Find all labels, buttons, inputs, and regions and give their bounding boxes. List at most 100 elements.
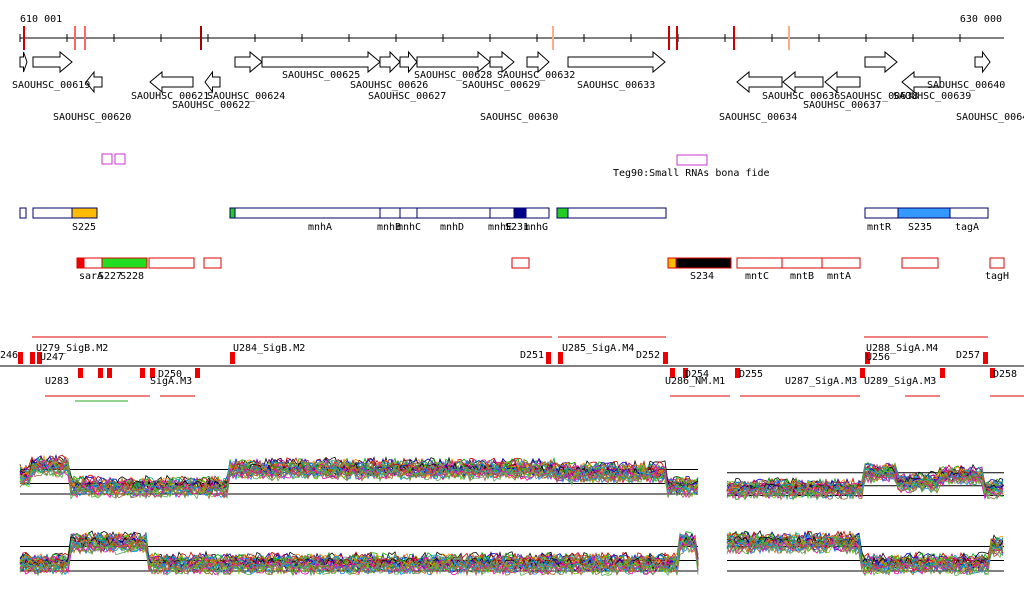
- gene-arrow: [379, 50, 401, 74]
- promoter-label: U285_SigA.M4: [562, 343, 634, 354]
- promoter-mark: [683, 368, 688, 378]
- promoter-mark: [735, 368, 740, 378]
- gene-arrow: [526, 50, 550, 74]
- promoter-mark: [140, 368, 145, 378]
- feature-box: [513, 207, 527, 219]
- gene-label: SAOUHSC_00627: [368, 91, 446, 102]
- promoter-mark: [78, 368, 83, 378]
- promoter-label: 246: [0, 350, 18, 361]
- feature-label: S231: [505, 222, 529, 233]
- feature-box: [556, 207, 569, 219]
- feature-box: [379, 207, 401, 219]
- gene-label: SAOUHSC_00625: [282, 70, 360, 81]
- feature-box: [511, 257, 530, 269]
- feature-box: [897, 207, 951, 219]
- gene-arrow: [824, 70, 861, 94]
- feature-box: [19, 207, 27, 219]
- promoter-mark: [865, 352, 870, 364]
- promoter-label: U284_SigB.M2: [233, 343, 305, 354]
- feature-label: S235: [908, 222, 932, 233]
- feature-label: mntA: [827, 271, 851, 282]
- promoter-mark: [860, 368, 865, 378]
- expr-line: [19, 540, 699, 576]
- promoter-mark: [940, 368, 945, 378]
- gene-arrow: [399, 50, 418, 74]
- promoter-label: D254: [685, 369, 709, 380]
- expr-line: [19, 465, 699, 500]
- promoter-mark: [230, 352, 235, 364]
- feature-box: [821, 257, 861, 269]
- feature-box: [989, 257, 1005, 269]
- promoter-mark: [107, 368, 112, 378]
- feature-box: [229, 207, 381, 219]
- promoter-label: D255: [739, 369, 763, 380]
- feature-box: [83, 257, 103, 269]
- srna-box: [114, 153, 126, 165]
- promoter-label: U283: [45, 376, 69, 387]
- gene-arrow: [782, 70, 824, 94]
- gene-label: SAOUHSC_00637: [803, 100, 881, 111]
- expr-line: [19, 456, 699, 489]
- feature-box: [525, 207, 550, 219]
- feature-label: S228: [120, 271, 144, 282]
- gene-arrow: [489, 50, 515, 74]
- feature-label: S234: [690, 271, 714, 282]
- gene-label: SAOUHSC_00619: [12, 80, 90, 91]
- feature-box: [556, 207, 667, 219]
- srna-box: [101, 153, 113, 165]
- promoter-label: D258: [993, 369, 1017, 380]
- promoter-label: U288_SigA.M4: [866, 343, 938, 354]
- feature-label: S225: [72, 222, 96, 233]
- promoter-mark: [663, 352, 668, 364]
- expr-line: [19, 542, 699, 577]
- promoter-mark: [195, 368, 200, 378]
- gene-label: SAOUHSC_00641: [956, 112, 1024, 123]
- gene-label: SAOUHSC_00633: [577, 80, 655, 91]
- feature-label: mntB: [790, 271, 814, 282]
- gene-arrow: [974, 50, 991, 74]
- promoter-mark: [18, 352, 23, 364]
- promoter-mark: [150, 368, 155, 378]
- gene-arrow: [204, 70, 221, 94]
- feature-label: mntR: [867, 222, 892, 233]
- gene-label: SAOUHSC_00629: [462, 80, 540, 91]
- promoter-mark: [558, 352, 563, 364]
- gene-label: SAOUHSC_00636: [762, 91, 840, 102]
- gene-arrow: [32, 50, 73, 74]
- feature-box: [416, 207, 491, 219]
- promoter-mark: [670, 368, 675, 378]
- feature-box: [76, 257, 85, 269]
- feature-box: [667, 257, 677, 269]
- feature-label: sarA: [79, 271, 103, 282]
- expr-line: [726, 472, 1004, 501]
- expr-line: [726, 463, 1004, 493]
- gene-arrow: [416, 50, 491, 74]
- expr-line: [19, 454, 699, 490]
- feature-box: [148, 257, 195, 269]
- feature-label: S227: [98, 271, 122, 282]
- gene-label: SAOUHSC_00628: [414, 70, 492, 81]
- expr-line: [726, 540, 1004, 577]
- promoter-mark: [546, 352, 551, 364]
- promoter-label: U256: [866, 352, 890, 363]
- feature-label: mntC: [745, 271, 769, 282]
- gene-label: SAOUHSC_00626: [350, 80, 428, 91]
- gene-arrow: [864, 50, 898, 74]
- promoter-mark: [990, 368, 995, 378]
- gene-arrow: [261, 50, 381, 74]
- promoter-label: D257: [956, 350, 980, 361]
- promoter-label: U287_SigA.M3: [785, 376, 857, 387]
- promoter-label: D251: [520, 350, 544, 361]
- ruler-end: 630 000: [960, 14, 1002, 25]
- gene-arrow: [85, 70, 103, 94]
- feature-box: [71, 207, 98, 219]
- promoter-label: U289_SigA.M3: [864, 376, 936, 387]
- feature-label: mnhC: [397, 222, 421, 233]
- feature-label: mnhB: [377, 222, 401, 233]
- gene-label: SAOUHSC_00620: [53, 112, 131, 123]
- expr-line: [726, 462, 1004, 491]
- feature-label: mnhD: [440, 222, 464, 233]
- feature-box: [864, 207, 899, 219]
- feature-box: [781, 257, 823, 269]
